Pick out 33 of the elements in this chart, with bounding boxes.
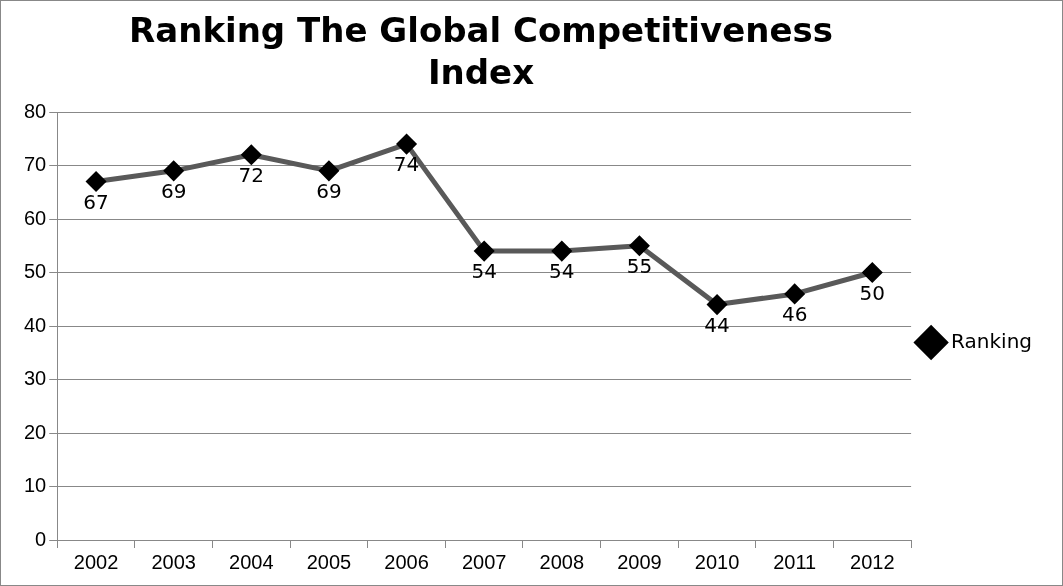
x-tick-label: 2012 [850, 550, 895, 573]
y-tick-label: 60 [24, 206, 47, 229]
data-label: 54 [549, 259, 575, 284]
data-label: 72 [238, 163, 265, 187]
x-tick-label: 2007 [461, 550, 507, 573]
data-label: 67 [83, 189, 109, 214]
x-tick-label: 2005 [306, 550, 352, 573]
y-tick-label: 20 [24, 420, 47, 443]
y-tick-label: 0 [35, 527, 47, 550]
data-label: 74 [393, 152, 420, 177]
data-label: 69 [160, 179, 187, 204]
y-tick-label: 40 [24, 313, 47, 336]
y-tick-label: 50 [24, 260, 47, 283]
x-tick-label: 2002 [73, 550, 119, 573]
x-tick-label: 2008 [539, 550, 585, 573]
data-label: 69 [316, 179, 342, 204]
data-label: 44 [704, 312, 730, 337]
x-tick-label: 2004 [229, 550, 274, 573]
y-tick-label: 80 [24, 99, 47, 122]
x-tick-label: 2003 [151, 550, 196, 573]
x-tick-label: 2011 [773, 550, 817, 573]
data-label: 54 [471, 259, 497, 284]
x-tick-label: 2010 [694, 550, 740, 573]
legend-label: Ranking [951, 328, 1033, 353]
chart-title: Ranking The Global Competitiveness Index [128, 9, 834, 93]
data-label: 55 [626, 253, 653, 278]
y-tick-label: 30 [24, 367, 47, 390]
data-label: 46 [781, 302, 808, 327]
x-tick-label: 2009 [617, 550, 662, 573]
data-label: 50 [859, 280, 886, 305]
x-tick-label: 2006 [384, 550, 429, 573]
y-tick-label: 70 [24, 153, 47, 176]
y-tick-label: 10 [24, 474, 47, 497]
